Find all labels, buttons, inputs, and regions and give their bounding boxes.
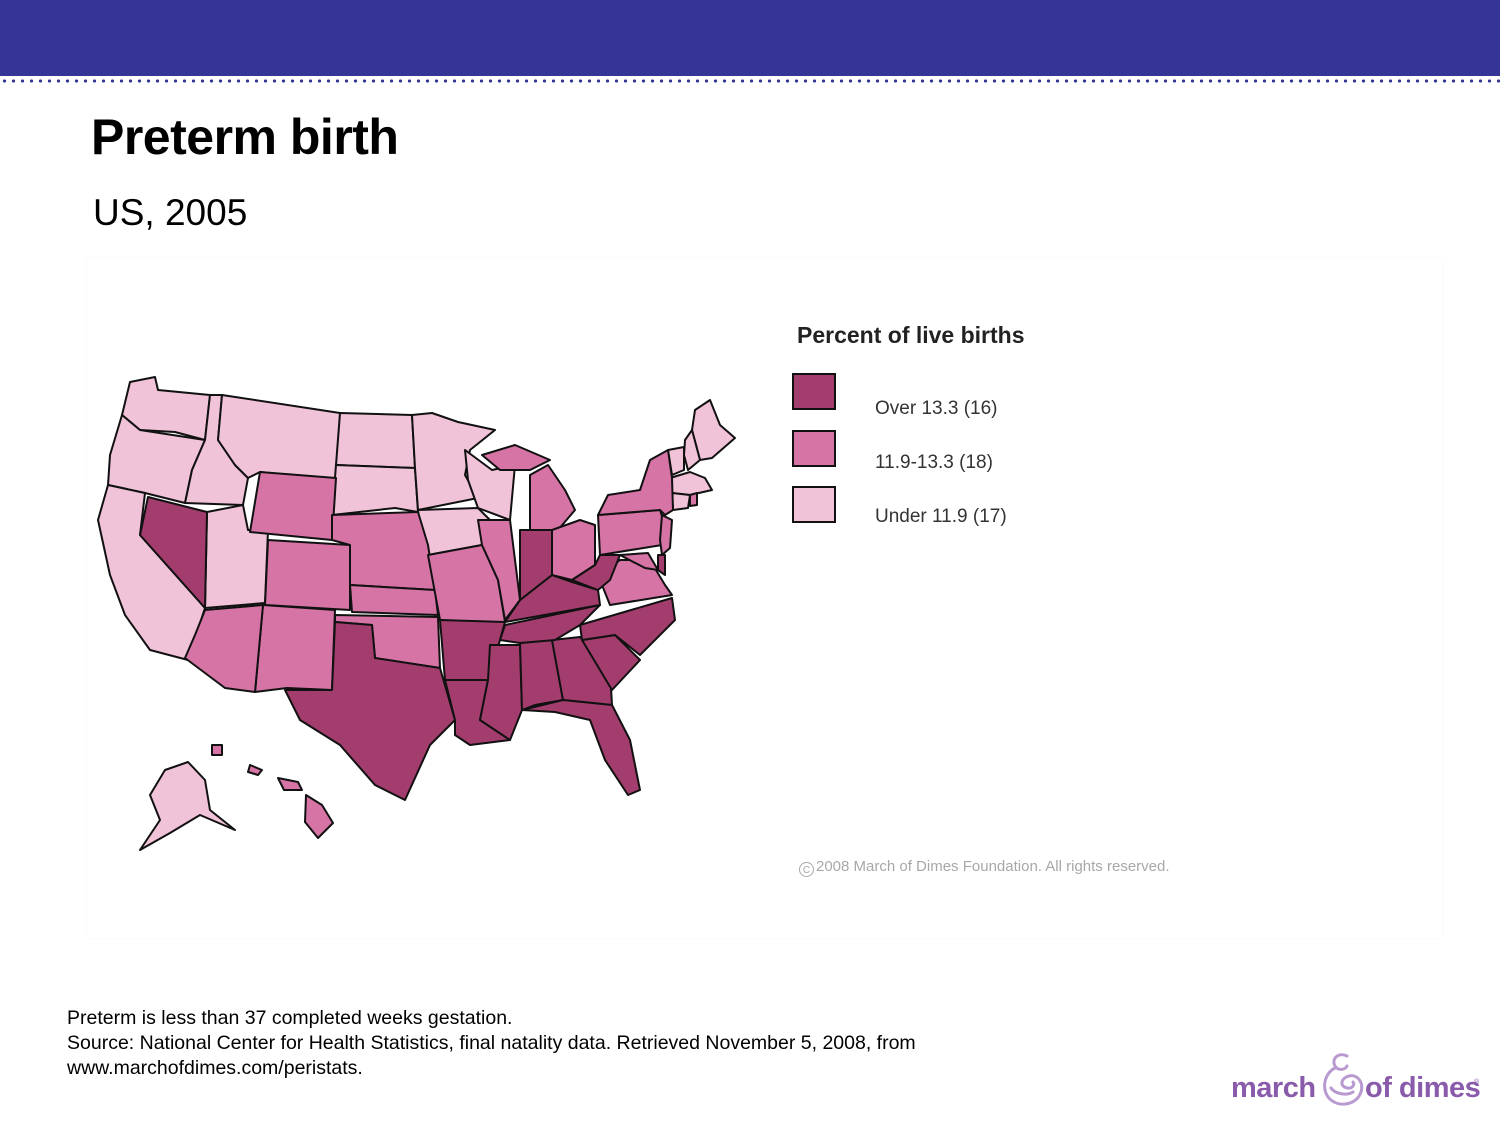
copyright-notice: C 2008 March of Dimes Foundation. All rig… [799,858,1170,877]
state-ak [139,761,236,851]
state-wy [249,471,337,541]
us-choropleth-map [97,376,736,851]
legend-label: Under 11.9 (17) [875,506,1007,527]
state-in [519,529,553,601]
state-sd [331,464,419,516]
state-ny [597,449,674,516]
legend-label: Over 13.3 (16) [875,398,998,419]
state-wv [571,554,621,591]
state-ri [689,492,698,507]
legend-swatch-dark [792,373,836,410]
state-ma [669,471,713,496]
copyright-icon: C [799,862,814,877]
state-nm [254,604,336,693]
state-nj [659,514,673,556]
state-nd [335,412,416,469]
header-band [0,0,1500,76]
footnote-definition: Preterm is less than 37 completed weeks … [67,1007,513,1029]
logo-text-of-dimes: of dimes [1365,1072,1481,1104]
state-il [477,519,521,621]
state-hi-islands [247,764,263,776]
legend-title: Percent of live births [797,322,1025,348]
state-ca [97,484,206,661]
legend-swatch-mid [792,430,836,467]
footnote: Preterm is less than 37 completed weeks … [67,1006,916,1081]
state-co [264,539,351,611]
state-hi [304,794,334,839]
legend-label: 11.9-13.3 (18) [875,452,993,473]
state-ak-island [211,744,223,756]
state-mi [529,464,576,531]
state-fl [521,699,641,796]
legend-swatch-light [792,486,836,523]
march-of-dimes-logo: march of dimes ® [1231,1052,1481,1112]
states-11-9-to-13-3 [184,444,698,839]
state-va [597,559,673,606]
state-mi-up [481,444,551,471]
mother-baby-icon [1323,1053,1364,1106]
state-hi-islands2 [277,777,303,791]
state-ct [671,492,691,511]
states-over-13-3 [139,496,676,801]
slide-subtitle: US, 2005 [93,192,248,233]
state-pa [597,509,669,556]
footnote-url: www.marchofdimes.com/peristats. [67,1057,363,1079]
copyright-text: 2008 March of Dimes Foundation. All righ… [816,858,1170,875]
slide-title: Preterm birth [91,109,399,165]
state-mt [217,394,341,481]
state-ks [349,584,439,616]
map-panel: Percent of live births Over 13.3 (16) 11… [87,258,1442,938]
state-nv [139,496,208,609]
state-tn [499,604,601,644]
header-dotted-divider [0,78,1500,84]
logo-text-march: march [1231,1072,1316,1104]
state-nc [579,597,676,656]
state-tx [284,621,456,801]
registered-mark: ® [1474,1079,1480,1086]
state-az [184,604,264,693]
footnote-source: Source: National Center for Health Stati… [67,1032,916,1054]
state-de [657,554,666,576]
